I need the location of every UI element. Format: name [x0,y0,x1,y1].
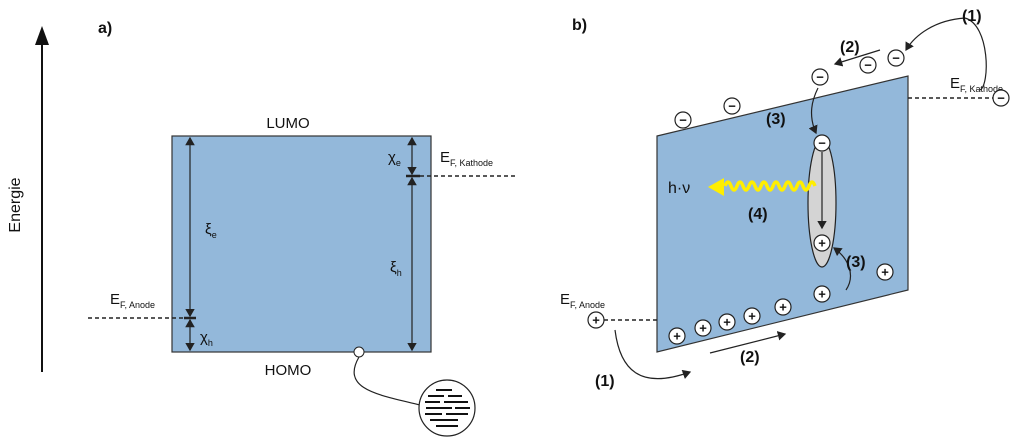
electron-sign: − [864,58,872,73]
band-box [172,136,431,352]
exciton-electron-sign: − [818,136,826,151]
fermi-cathode-label: EF, Kathode [440,149,493,168]
energy-arrowhead [35,26,49,45]
fermi-anode-label: EF, Anode [110,291,155,310]
hole-sign: + [779,300,787,315]
fermi-cathode-label: EF, Kathode [950,75,1003,94]
diagram: Energie a) LUMO HOMO ξe χe ξh χh EF, Kat… [0,0,1011,438]
step-label: (1) [595,373,615,390]
electron-sign: − [997,91,1005,106]
electron-sign: − [728,99,736,114]
hole-sign: + [673,329,681,344]
electron-sign: − [816,70,824,85]
hole-sign: + [723,315,731,330]
homo-label: HOMO [265,362,312,379]
axis-label: Energie [7,177,24,232]
page: Energie a) LUMO HOMO ξe χe ξh χh EF, Kat… [0,0,1011,438]
electron-sign: − [679,113,687,128]
exciton-hole-sign: + [818,236,826,251]
electron-sign: − [892,51,900,66]
panel-label: b) [572,17,587,34]
step-label: (3) [846,254,866,271]
hole-sign: + [592,313,600,328]
hole-sign: + [818,287,826,302]
step-label: (1) [962,8,982,25]
step-label: (2) [740,349,760,366]
step-label: (3) [766,111,786,128]
arrow-1 [965,18,986,90]
arrow-1 [906,18,965,50]
zoom-line [354,357,420,405]
fermi-anode-label: EF, Anode [560,291,605,310]
hole-sign: + [881,265,889,280]
photon-label: h·ν [668,180,690,197]
zoom-spot [354,347,364,357]
step-label: (4) [748,206,768,223]
panel-label: a) [98,20,112,37]
lumo-label: LUMO [266,115,309,132]
step-label: (2) [840,39,860,56]
hole-sign: + [699,321,707,336]
hole-sign: + [748,309,756,324]
